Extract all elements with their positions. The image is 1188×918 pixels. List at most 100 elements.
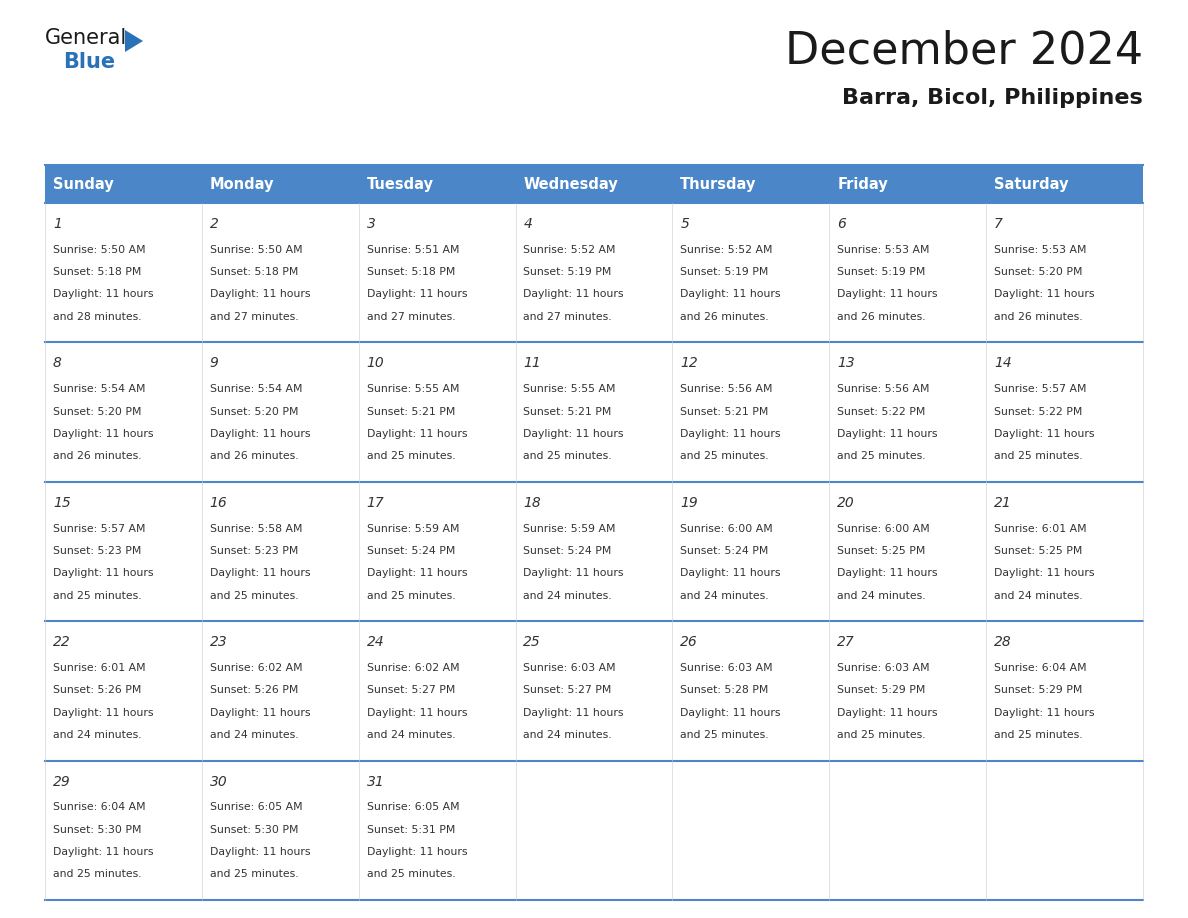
Text: Sunrise: 6:05 AM: Sunrise: 6:05 AM xyxy=(367,802,460,812)
Bar xyxy=(986,165,1143,203)
Text: Sunset: 5:21 PM: Sunset: 5:21 PM xyxy=(681,407,769,417)
Text: 15: 15 xyxy=(52,496,70,509)
Bar xyxy=(672,203,829,342)
Text: Sunset: 5:30 PM: Sunset: 5:30 PM xyxy=(210,824,298,834)
Text: 25: 25 xyxy=(524,635,542,649)
Text: Daylight: 11 hours: Daylight: 11 hours xyxy=(994,429,1094,439)
Text: Sunset: 5:26 PM: Sunset: 5:26 PM xyxy=(52,686,141,695)
Text: 16: 16 xyxy=(210,496,227,509)
Bar xyxy=(516,342,672,482)
Text: and 25 minutes.: and 25 minutes. xyxy=(367,590,455,600)
Text: Sunset: 5:28 PM: Sunset: 5:28 PM xyxy=(681,686,769,695)
Text: and 28 minutes.: and 28 minutes. xyxy=(52,312,141,321)
Text: and 25 minutes.: and 25 minutes. xyxy=(681,730,769,740)
Text: Sunset: 5:20 PM: Sunset: 5:20 PM xyxy=(52,407,141,417)
Text: 3: 3 xyxy=(367,217,375,231)
Text: 13: 13 xyxy=(838,356,855,370)
Text: Sunset: 5:25 PM: Sunset: 5:25 PM xyxy=(994,546,1082,556)
Text: Daylight: 11 hours: Daylight: 11 hours xyxy=(52,289,153,299)
Text: Sunset: 5:23 PM: Sunset: 5:23 PM xyxy=(52,546,141,556)
Text: Daylight: 11 hours: Daylight: 11 hours xyxy=(681,708,781,718)
Text: Sunday: Sunday xyxy=(52,176,114,192)
Bar xyxy=(359,165,516,203)
Bar xyxy=(202,482,359,621)
Text: Sunrise: 5:59 AM: Sunrise: 5:59 AM xyxy=(524,523,615,533)
Text: Daylight: 11 hours: Daylight: 11 hours xyxy=(838,708,937,718)
Bar xyxy=(359,482,516,621)
Text: and 27 minutes.: and 27 minutes. xyxy=(210,312,298,321)
Text: Sunrise: 6:01 AM: Sunrise: 6:01 AM xyxy=(52,663,145,673)
Text: 11: 11 xyxy=(524,356,542,370)
Bar xyxy=(45,165,202,203)
Bar xyxy=(829,621,986,761)
Text: Tuesday: Tuesday xyxy=(367,176,434,192)
Text: Sunrise: 5:50 AM: Sunrise: 5:50 AM xyxy=(210,245,302,255)
Text: Sunset: 5:21 PM: Sunset: 5:21 PM xyxy=(367,407,455,417)
Text: Daylight: 11 hours: Daylight: 11 hours xyxy=(838,568,937,578)
Text: and 25 minutes.: and 25 minutes. xyxy=(994,730,1082,740)
Bar xyxy=(359,203,516,342)
Text: Daylight: 11 hours: Daylight: 11 hours xyxy=(210,708,310,718)
Text: Sunset: 5:20 PM: Sunset: 5:20 PM xyxy=(994,267,1082,277)
Bar xyxy=(45,342,202,482)
Bar xyxy=(202,165,359,203)
Text: and 26 minutes.: and 26 minutes. xyxy=(210,451,298,461)
Bar xyxy=(672,165,829,203)
Text: Daylight: 11 hours: Daylight: 11 hours xyxy=(210,568,310,578)
Text: Sunrise: 5:56 AM: Sunrise: 5:56 AM xyxy=(838,385,930,394)
Text: Sunrise: 5:56 AM: Sunrise: 5:56 AM xyxy=(681,385,772,394)
Text: and 25 minutes.: and 25 minutes. xyxy=(524,451,612,461)
Bar xyxy=(516,761,672,900)
Bar xyxy=(45,482,202,621)
Text: Daylight: 11 hours: Daylight: 11 hours xyxy=(52,847,153,857)
Text: and 24 minutes.: and 24 minutes. xyxy=(524,730,612,740)
Bar xyxy=(829,342,986,482)
Bar xyxy=(516,482,672,621)
Text: Sunset: 5:27 PM: Sunset: 5:27 PM xyxy=(524,686,612,695)
Text: Sunset: 5:24 PM: Sunset: 5:24 PM xyxy=(367,546,455,556)
Text: and 25 minutes.: and 25 minutes. xyxy=(210,590,298,600)
Text: 4: 4 xyxy=(524,217,532,231)
Text: 14: 14 xyxy=(994,356,1012,370)
Text: Sunset: 5:18 PM: Sunset: 5:18 PM xyxy=(52,267,141,277)
Text: Sunrise: 5:54 AM: Sunrise: 5:54 AM xyxy=(210,385,302,394)
Bar xyxy=(829,761,986,900)
Text: and 27 minutes.: and 27 minutes. xyxy=(367,312,455,321)
Text: 27: 27 xyxy=(838,635,855,649)
Text: Daylight: 11 hours: Daylight: 11 hours xyxy=(210,847,310,857)
Text: Thursday: Thursday xyxy=(681,176,757,192)
Text: and 24 minutes.: and 24 minutes. xyxy=(994,590,1082,600)
Text: Daylight: 11 hours: Daylight: 11 hours xyxy=(52,568,153,578)
Text: 29: 29 xyxy=(52,775,70,789)
Text: Wednesday: Wednesday xyxy=(524,176,618,192)
Text: General: General xyxy=(45,28,127,48)
Text: Sunset: 5:29 PM: Sunset: 5:29 PM xyxy=(994,686,1082,695)
Text: Daylight: 11 hours: Daylight: 11 hours xyxy=(367,708,467,718)
Text: Sunrise: 6:03 AM: Sunrise: 6:03 AM xyxy=(681,663,773,673)
Text: 9: 9 xyxy=(210,356,219,370)
Polygon shape xyxy=(125,30,143,52)
Text: Saturday: Saturday xyxy=(994,176,1068,192)
Text: Sunrise: 6:02 AM: Sunrise: 6:02 AM xyxy=(210,663,302,673)
Text: 1: 1 xyxy=(52,217,62,231)
Text: Sunset: 5:19 PM: Sunset: 5:19 PM xyxy=(681,267,769,277)
Text: 5: 5 xyxy=(681,217,689,231)
Bar xyxy=(359,621,516,761)
Text: Sunrise: 5:54 AM: Sunrise: 5:54 AM xyxy=(52,385,145,394)
Text: Daylight: 11 hours: Daylight: 11 hours xyxy=(838,289,937,299)
Text: Sunset: 5:30 PM: Sunset: 5:30 PM xyxy=(52,824,141,834)
Text: Daylight: 11 hours: Daylight: 11 hours xyxy=(52,708,153,718)
Text: Daylight: 11 hours: Daylight: 11 hours xyxy=(367,289,467,299)
Bar xyxy=(359,342,516,482)
Text: and 25 minutes.: and 25 minutes. xyxy=(52,590,141,600)
Text: Sunrise: 6:04 AM: Sunrise: 6:04 AM xyxy=(994,663,1087,673)
Text: Sunrise: 5:53 AM: Sunrise: 5:53 AM xyxy=(994,245,1087,255)
Text: 26: 26 xyxy=(681,635,699,649)
Text: 10: 10 xyxy=(367,356,384,370)
Text: Monday: Monday xyxy=(210,176,274,192)
Bar xyxy=(829,165,986,203)
Bar xyxy=(516,203,672,342)
Text: Sunrise: 5:57 AM: Sunrise: 5:57 AM xyxy=(52,523,145,533)
Text: Sunrise: 5:55 AM: Sunrise: 5:55 AM xyxy=(524,385,615,394)
Bar xyxy=(202,621,359,761)
